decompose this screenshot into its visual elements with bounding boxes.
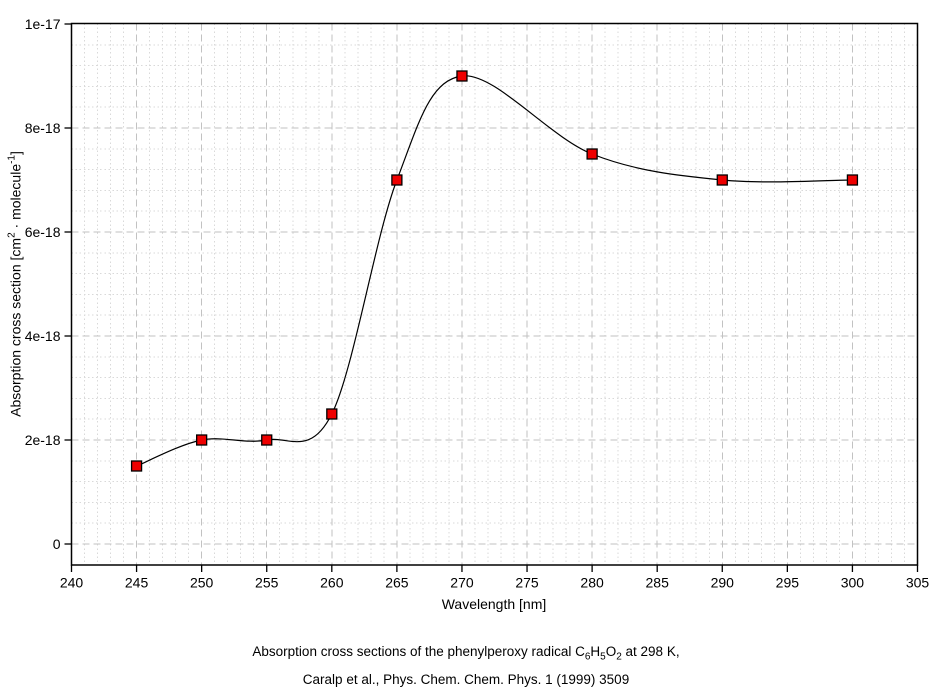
x-axis-ticks: 240 245 250 255 260 265 270 275 280 285 290 295 300 3…: [60, 565, 930, 590]
y-axis-title-text: Absorption cross section [cm: [7, 237, 24, 417]
x-tick-label: 240: [60, 574, 84, 590]
x-tick-label: 300: [841, 574, 865, 590]
y-axis-title-text: ]: [7, 151, 24, 155]
data-point-marker: [130, 460, 143, 472]
data-curve: [136, 75, 853, 467]
data-point-marker: [846, 174, 859, 186]
y-axis-ticks: 0 2e-18 4e-18 6e-18 8e-18 1e-17: [25, 16, 72, 552]
y-tick-label: 2e-18: [25, 432, 61, 448]
grid-major: [71, 23, 918, 565]
x-tick-label: 270: [450, 574, 474, 590]
x-tick-label: 290: [711, 574, 735, 590]
caption-text: Absorption cross sections of the phenylp…: [252, 644, 585, 659]
x-tick-label: 265: [385, 574, 409, 590]
chart-svg: 240 245 250 255 260 265 270 275 280 285 290 295 300 3…: [25, 16, 930, 591]
data-point-marker: [391, 174, 403, 186]
grid-minor: [71, 23, 918, 565]
data-point-marker: [261, 434, 273, 446]
data-point-marker: [196, 434, 208, 446]
chart-caption: Absorption cross sections of the phenylp…: [0, 641, 932, 688]
x-tick-label: 305: [906, 574, 930, 590]
x-tick-label: 275: [515, 574, 539, 590]
y-tick-label: 4e-18: [25, 328, 61, 344]
y-axis-title-sup-minus1: -1: [6, 154, 18, 164]
caption-text: O: [605, 644, 617, 659]
caption-text: H: [590, 644, 601, 659]
caption-subscript: 5: [600, 651, 606, 663]
x-tick-label: 295: [776, 574, 800, 590]
y-tick-label: 0: [53, 536, 61, 552]
x-tick-label: 280: [580, 574, 604, 590]
axis-frame: [70, 22, 919, 566]
data-point-marker: [716, 174, 728, 186]
caption-subscript: 2: [616, 651, 622, 663]
data-point-marker: [456, 70, 468, 82]
x-tick-label: 255: [255, 574, 279, 590]
caption-subscript: 6: [584, 651, 591, 663]
x-tick-label: 245: [125, 574, 149, 590]
x-tick-label: 250: [190, 574, 214, 590]
x-tick-label: 260: [320, 574, 344, 590]
y-tick-label: 1e-17: [25, 16, 61, 32]
y-axis-title-text: · molecule: [7, 163, 24, 233]
y-tick-label: 8e-18: [25, 120, 61, 136]
caption-text: at 298 K,: [621, 644, 680, 659]
y-axis-title: Absorption cross section [cm2 · molecule…: [7, 151, 24, 417]
data-points: [130, 70, 859, 472]
x-axis-title: Wavelength [nm]: [441, 596, 547, 612]
y-axis-title-sup-2: 2: [6, 232, 18, 238]
caption-line1: Absorption cross sections of the phenylp…: [0, 641, 932, 669]
x-tick-label: 285: [646, 574, 670, 590]
data-point-marker: [326, 408, 338, 420]
y-tick-label: 6e-18: [25, 224, 61, 240]
caption-line2: Caralp et al., Phys. Chem. Chem. Phys. 1…: [302, 671, 630, 687]
data-point-marker: [586, 148, 598, 160]
